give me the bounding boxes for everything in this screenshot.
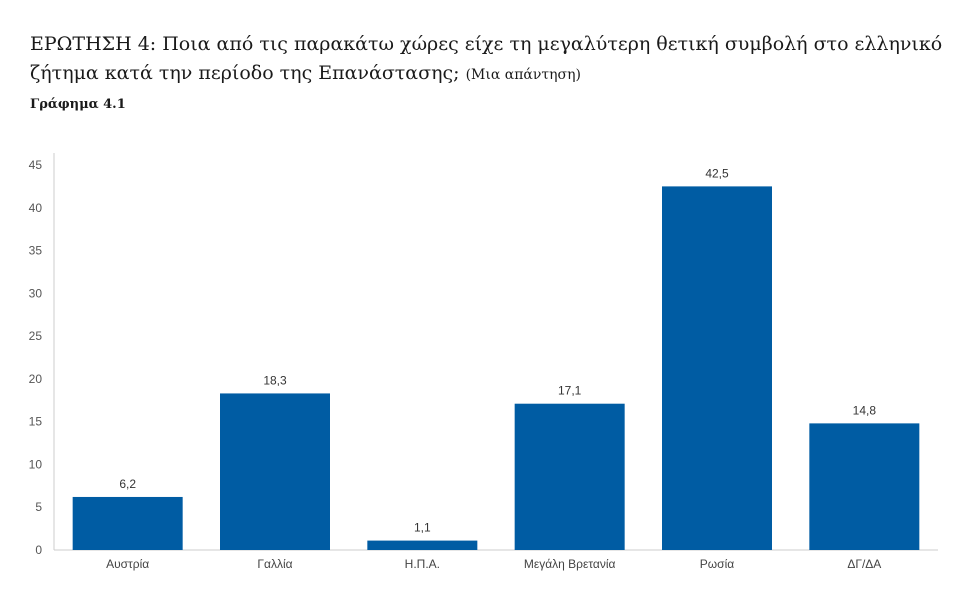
question-note: (Μια απάντηση) (465, 67, 581, 83)
data-label: 14,8 (853, 403, 877, 417)
data-label: 42,5 (705, 166, 729, 180)
y-tick-label: 15 (29, 415, 43, 429)
question-text: ΕΡΩΤΗΣΗ 4: Ποια από τις παρακάτω χώρες ε… (30, 33, 943, 84)
bar (367, 540, 478, 550)
figure-label: Γράφημα 4.1 (30, 97, 126, 112)
bar (220, 393, 330, 550)
chart-bars: 6,2 18,3 1,1 17,1 42,5 14,8 (72, 166, 920, 550)
data-label: 6,2 (119, 477, 136, 491)
bar (514, 403, 625, 550)
data-label: 1,1 (414, 521, 431, 535)
bar (809, 423, 920, 550)
x-tick-label: Μεγάλη Βρετανία (524, 557, 616, 571)
data-label: 17,1 (558, 384, 582, 398)
x-tick-label: Η.Π.Α. (405, 557, 440, 571)
y-tick-label: 30 (29, 286, 43, 300)
x-tick-label: Ρωσία (700, 557, 734, 571)
chart-question: ΕΡΩΤΗΣΗ 4: Ποια από τις παρακάτω χώρες ε… (30, 30, 950, 90)
y-tick-label: 20 (29, 372, 43, 386)
chart-axes: 0 5 10 15 20 25 30 35 40 45 Αυστρία Γαλλία Η.Π.Α. Μεγ… (29, 153, 938, 571)
y-tick-label: 10 (29, 457, 43, 471)
y-tick-label: 35 (29, 244, 43, 258)
bar (662, 186, 772, 550)
y-tick-label: 0 (35, 543, 42, 557)
y-tick-label: 5 (35, 500, 42, 514)
y-tick-label: 45 (29, 158, 43, 172)
x-tick-label: Γαλλία (257, 557, 292, 571)
data-label: 18,3 (263, 373, 287, 387)
bar-chart: 0 5 10 15 20 25 30 35 40 45 Αυστρία Γαλλία Η.Π.Α. Μεγ… (29, 153, 938, 571)
x-tick-label: Αυστρία (106, 557, 149, 571)
y-tick-label: 25 (29, 329, 43, 343)
bar (72, 496, 183, 550)
y-tick-label: 40 (29, 201, 43, 215)
x-tick-label: ΔΓ/ΔΑ (847, 557, 881, 571)
